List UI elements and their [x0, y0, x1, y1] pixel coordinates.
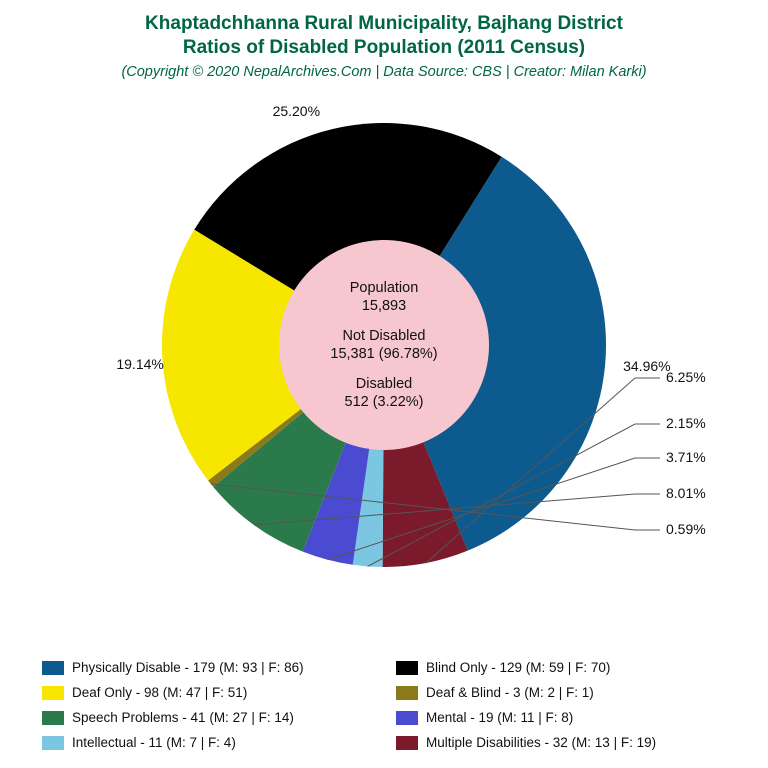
legend-item: Multiple Disabilities - 32 (M: 13 | F: 1… [396, 735, 732, 750]
legend-label: Speech Problems - 41 (M: 27 | F: 14) [72, 710, 294, 725]
legend-item: Physically Disable - 179 (M: 93 | F: 86) [42, 660, 378, 675]
legend-swatch [42, 661, 64, 675]
slice-label: 0.59% [666, 521, 706, 537]
title-line-1: Khaptadchhanna Rural Municipality, Bajha… [0, 12, 768, 36]
chart-header: Khaptadchhanna Rural Municipality, Bajha… [0, 0, 768, 80]
slice-label: 19.14% [116, 356, 163, 372]
slice-label: 3.71% [666, 449, 706, 465]
legend-item: Intellectual - 11 (M: 7 | F: 4) [42, 735, 378, 750]
legend-swatch [396, 736, 418, 750]
legend-swatch [42, 736, 64, 750]
legend-label: Deaf & Blind - 3 (M: 2 | F: 1) [426, 685, 594, 700]
legend-label: Deaf Only - 98 (M: 47 | F: 51) [72, 685, 247, 700]
legend-label: Physically Disable - 179 (M: 93 | F: 86) [72, 660, 304, 675]
slice-label: 8.01% [666, 485, 706, 501]
pie-chart: Population 15,893 Not Disabled 15,381 (9… [0, 80, 768, 610]
slice-label: 34.96% [623, 358, 670, 374]
legend-label: Mental - 19 (M: 11 | F: 8) [426, 710, 573, 725]
legend-swatch [396, 661, 418, 675]
legend-item: Mental - 19 (M: 11 | F: 8) [396, 710, 732, 725]
center-not-value: 15,381 (96.78%) [330, 345, 437, 363]
legend-label: Blind Only - 129 (M: 59 | F: 70) [426, 660, 610, 675]
legend-item: Deaf Only - 98 (M: 47 | F: 51) [42, 685, 378, 700]
center-dis-label: Disabled [345, 375, 424, 393]
legend-swatch [396, 711, 418, 725]
center-dis-value: 512 (3.22%) [345, 393, 424, 411]
slice-label: 25.20% [273, 103, 320, 119]
title-line-2: Ratios of Disabled Population (2011 Cens… [0, 36, 768, 60]
center-pop-value: 15,893 [350, 297, 419, 315]
subtitle: (Copyright © 2020 NepalArchives.Com | Da… [0, 64, 768, 80]
donut-center: Population 15,893 Not Disabled 15,381 (9… [279, 240, 489, 450]
center-pop-label: Population [350, 279, 419, 297]
legend-label: Multiple Disabilities - 32 (M: 13 | F: 1… [426, 735, 656, 750]
slice-label: 6.25% [666, 369, 706, 385]
legend-item: Speech Problems - 41 (M: 27 | F: 14) [42, 710, 378, 725]
slice-label: 2.15% [666, 415, 706, 431]
legend-item: Blind Only - 129 (M: 59 | F: 70) [396, 660, 732, 675]
legend: Physically Disable - 179 (M: 93 | F: 86)… [42, 660, 732, 750]
legend-swatch [396, 686, 418, 700]
legend-swatch [42, 711, 64, 725]
center-not-label: Not Disabled [330, 327, 437, 345]
legend-item: Deaf & Blind - 3 (M: 2 | F: 1) [396, 685, 732, 700]
legend-swatch [42, 686, 64, 700]
legend-label: Intellectual - 11 (M: 7 | F: 4) [72, 735, 236, 750]
